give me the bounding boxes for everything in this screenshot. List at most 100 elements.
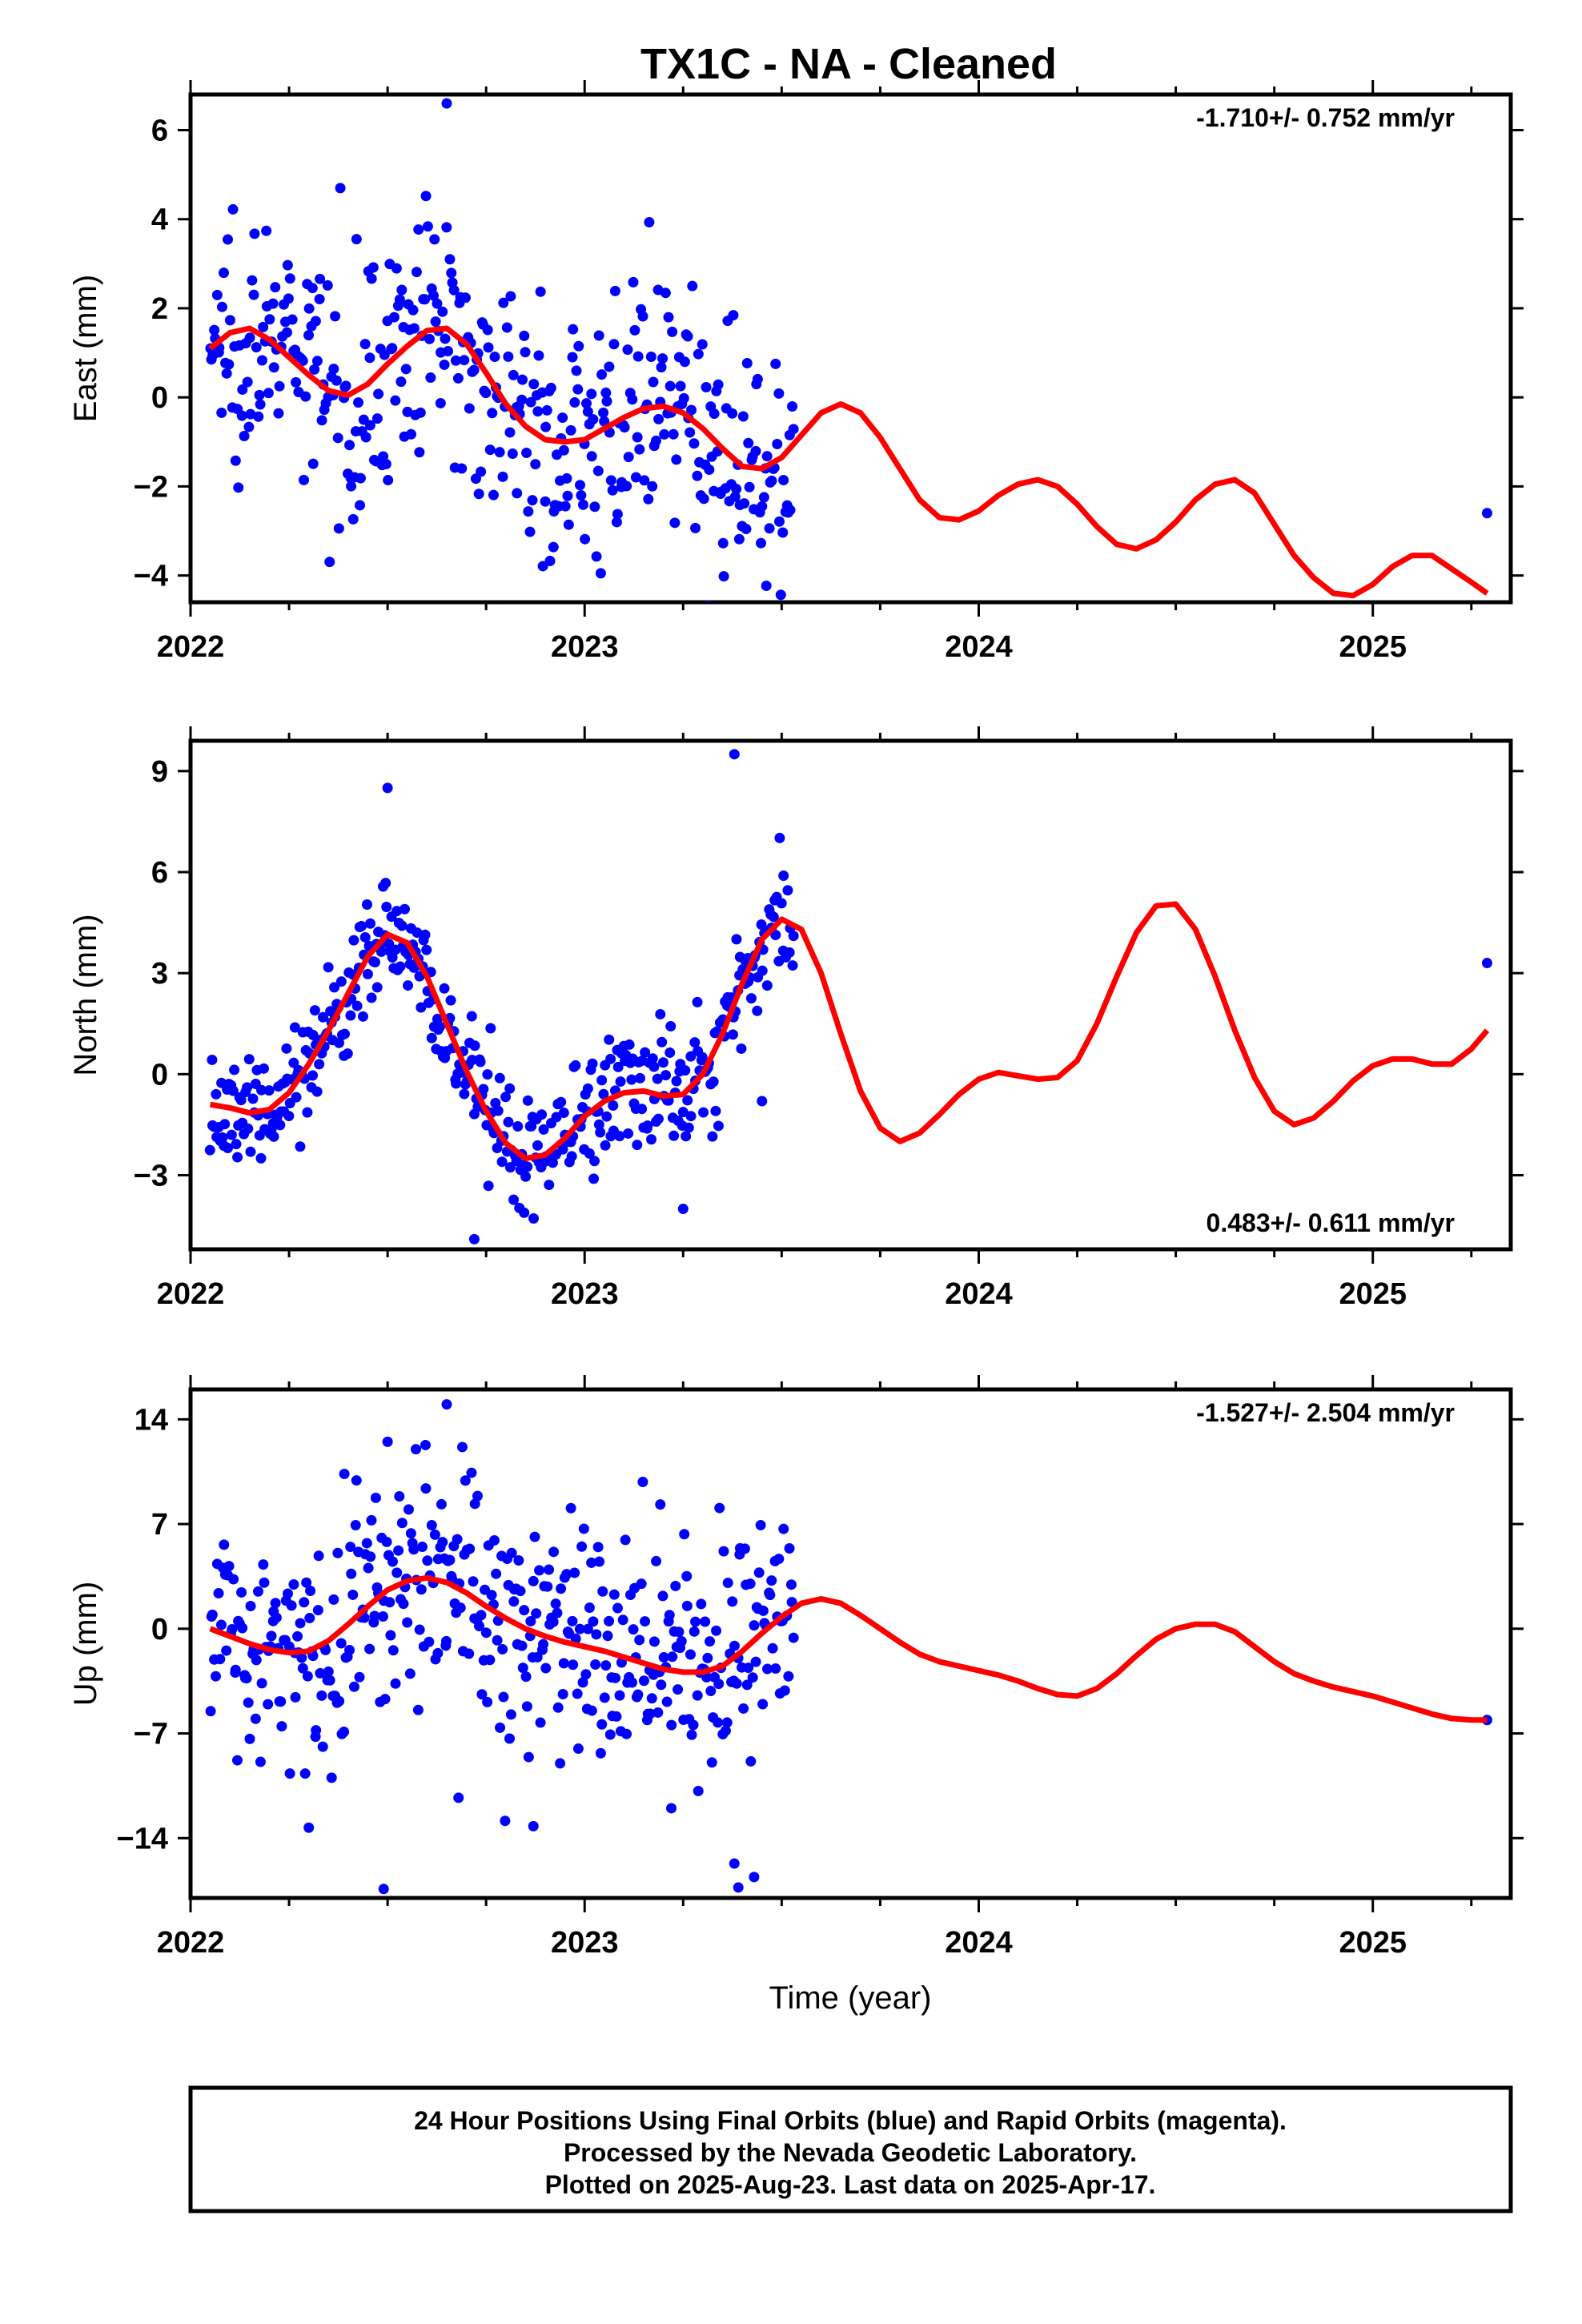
data-point bbox=[355, 472, 366, 484]
model-fit-line bbox=[209, 1574, 1488, 1723]
data-point bbox=[380, 878, 391, 889]
data-point bbox=[788, 1632, 799, 1643]
y-tick-label: 6 bbox=[151, 114, 168, 147]
data-point bbox=[227, 1085, 239, 1096]
plot-frame bbox=[188, 738, 1513, 1252]
data-point bbox=[561, 1569, 572, 1580]
data-point bbox=[576, 1541, 588, 1552]
data-point bbox=[570, 1059, 581, 1071]
data-point bbox=[488, 489, 499, 501]
data-point bbox=[275, 1696, 287, 1707]
data-point bbox=[552, 1607, 563, 1618]
data-point bbox=[747, 1672, 758, 1683]
data-point bbox=[787, 960, 798, 971]
data-point bbox=[275, 1120, 286, 1131]
data-point bbox=[523, 506, 534, 517]
data-point bbox=[251, 342, 262, 353]
observation-points bbox=[205, 1399, 1492, 1895]
data-point bbox=[519, 1207, 530, 1218]
data-point bbox=[381, 1536, 392, 1547]
data-point bbox=[520, 1671, 532, 1683]
data-point bbox=[311, 1086, 323, 1097]
data-point bbox=[717, 537, 729, 549]
data-point bbox=[496, 1156, 508, 1168]
velocity-label: -1.527+/- 2.504 mm/yr bbox=[1196, 1398, 1455, 1427]
data-point bbox=[677, 1107, 689, 1118]
data-point bbox=[482, 1696, 493, 1707]
data-point bbox=[756, 537, 767, 549]
data-point bbox=[656, 1679, 667, 1691]
data-point bbox=[330, 311, 341, 322]
data-point bbox=[207, 1054, 218, 1065]
data-point bbox=[590, 1659, 601, 1670]
data-point bbox=[474, 1621, 485, 1632]
data-point bbox=[256, 355, 267, 366]
data-point bbox=[597, 1586, 608, 1597]
data-point bbox=[614, 1131, 625, 1142]
data-point bbox=[516, 394, 528, 405]
data-point bbox=[366, 1514, 377, 1526]
data-point bbox=[538, 1638, 549, 1650]
data-point bbox=[335, 1638, 347, 1649]
data-point bbox=[261, 225, 272, 236]
data-point bbox=[303, 330, 315, 341]
data-point bbox=[690, 1616, 701, 1627]
data-point bbox=[552, 1702, 564, 1713]
data-point bbox=[516, 374, 528, 385]
data-point bbox=[612, 509, 623, 520]
data-point bbox=[713, 379, 724, 390]
data-point bbox=[540, 421, 552, 432]
data-point bbox=[657, 353, 669, 364]
data-point bbox=[532, 1651, 543, 1663]
data-point bbox=[548, 1546, 560, 1558]
data-point bbox=[701, 382, 712, 393]
data-point bbox=[663, 312, 674, 323]
data-point bbox=[586, 1557, 597, 1568]
data-point bbox=[548, 1616, 559, 1627]
data-point bbox=[432, 298, 443, 309]
data-point bbox=[500, 1815, 511, 1827]
data-point bbox=[542, 1581, 553, 1592]
data-point bbox=[426, 1032, 437, 1043]
data-point bbox=[757, 1096, 768, 1107]
data-point bbox=[765, 1590, 776, 1601]
data-point bbox=[204, 1144, 215, 1156]
data-point bbox=[721, 1717, 733, 1728]
data-point bbox=[288, 1578, 299, 1590]
data-point bbox=[540, 496, 551, 507]
data-point bbox=[421, 944, 432, 955]
y-tick-label: −3 bbox=[134, 1159, 168, 1192]
data-point bbox=[284, 273, 295, 284]
data-point bbox=[453, 1792, 464, 1803]
data-point bbox=[612, 1602, 623, 1614]
data-point bbox=[656, 1036, 668, 1047]
y-tick-label: 0 bbox=[151, 381, 168, 415]
data-point bbox=[607, 485, 618, 496]
data-point bbox=[692, 996, 703, 1007]
data-point bbox=[345, 1542, 356, 1553]
data-point bbox=[263, 1699, 274, 1710]
data-point bbox=[679, 1529, 690, 1540]
data-point bbox=[658, 1652, 669, 1663]
data-point bbox=[485, 1023, 496, 1034]
data-point bbox=[439, 983, 450, 994]
data-point bbox=[339, 1468, 350, 1479]
data-point bbox=[515, 1586, 526, 1597]
data-point bbox=[504, 1083, 516, 1094]
data-point bbox=[741, 524, 752, 535]
data-point bbox=[749, 1872, 760, 1883]
data-point bbox=[351, 1475, 362, 1486]
data-point bbox=[420, 1439, 431, 1450]
data-point bbox=[412, 927, 423, 939]
data-point bbox=[478, 1084, 489, 1095]
data-point bbox=[632, 351, 644, 362]
data-point bbox=[574, 480, 585, 491]
data-point bbox=[440, 333, 451, 344]
data-point bbox=[469, 1040, 480, 1051]
data-point bbox=[300, 391, 311, 402]
data-point bbox=[733, 1882, 744, 1893]
data-point bbox=[361, 899, 372, 911]
data-point bbox=[242, 1082, 253, 1093]
data-point bbox=[731, 484, 742, 495]
data-point bbox=[591, 551, 602, 562]
